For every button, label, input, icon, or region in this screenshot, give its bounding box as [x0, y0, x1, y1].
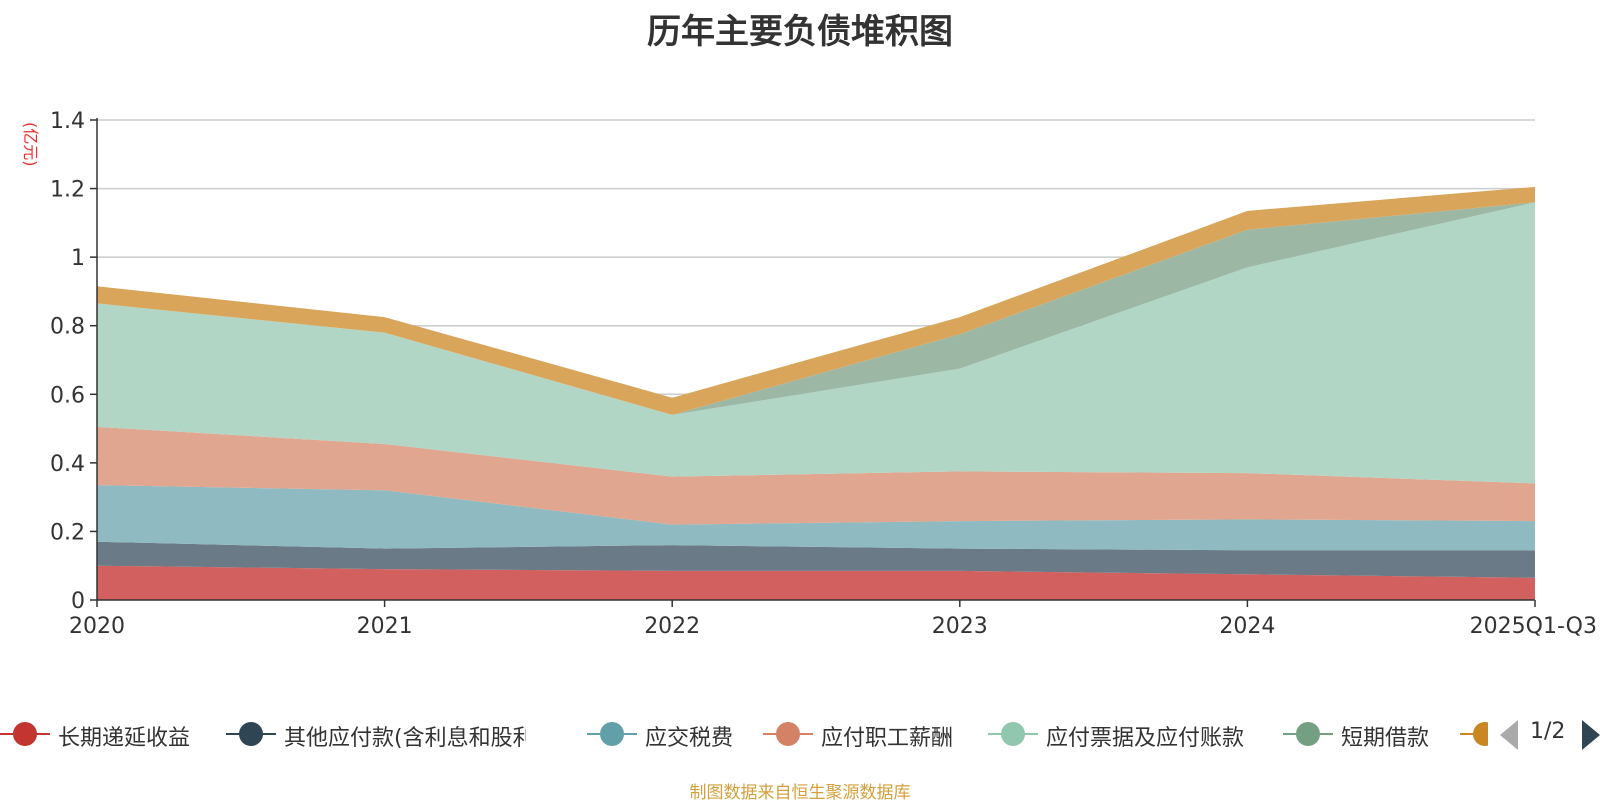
legend-item-1[interactable]: 其他应付款(含利息和股利) — [226, 716, 526, 752]
legend-item-4[interactable]: 应付票据及应付账款 — [988, 716, 1288, 752]
legend-prev-page-button[interactable] — [1500, 720, 1518, 750]
legend-dot-icon — [600, 722, 624, 746]
y-tick-label: 0.6 — [50, 383, 85, 408]
y-tick-label: 0.4 — [50, 452, 85, 477]
y-tick-label: 1.4 — [50, 109, 85, 134]
legend-label: 应付票据及应付账款 — [1046, 726, 1245, 751]
x-tick-label: 2021 — [357, 614, 413, 639]
x-tick-label: 2022 — [644, 614, 700, 639]
legend-dot-icon — [1296, 722, 1320, 746]
x-tick-label: 2024 — [1219, 614, 1275, 639]
legend-item-0[interactable]: 长期递延收益 — [0, 716, 300, 752]
x-tick-label: 2025Q1-Q3 — [1470, 614, 1597, 639]
y-tick-label: 0.8 — [50, 315, 85, 340]
data-source-footer: 制图数据来自恒生聚源数据库 — [689, 783, 911, 803]
legend-next-page-button[interactable] — [1582, 720, 1600, 750]
legend-pager: 1/2 — [1500, 716, 1600, 756]
y-tick-label: 0.2 — [50, 520, 85, 545]
legend-label: 其他应付款(含利息和股利) — [284, 726, 526, 751]
legend-item-2[interactable]: 应交税费 — [587, 716, 887, 752]
y-tick-label: 0 — [71, 589, 85, 614]
legend: 长期递延收益 其他应付款(含利息和股利) 应交税费 应付职工薪酬 应付票据及应付账款 短期… — [0, 716, 1600, 756]
legend-label: 短期借款 — [1341, 726, 1430, 751]
area-series — [97, 186, 1535, 600]
stacked-area-chart: 0 0.2 0.4 0.6 0.8 1 1.2 1.4 2020 2021 2022 2023 2024… — [50, 109, 1597, 639]
x-tick-label: 2023 — [932, 614, 988, 639]
area-series-0 — [97, 565, 1535, 600]
legend-label: 长期递延收益 — [58, 726, 191, 751]
legend-item-6[interactable] — [1460, 716, 1488, 752]
legend-item-3[interactable]: 应付职工薪酬 — [763, 716, 1063, 752]
y-tick-label: 1.2 — [50, 178, 85, 203]
area-series-4 — [97, 202, 1535, 484]
area-series-5 — [97, 202, 1535, 415]
legend-label: 应交税费 — [645, 726, 734, 751]
axes: 0 0.2 0.4 0.6 0.8 1 1.2 1.4 2020 2021 2022 2023 2024… — [50, 109, 1597, 639]
chart-title: 历年主要负债堆积图 — [647, 12, 953, 52]
area-series-1 — [97, 541, 1535, 578]
area-series-3 — [97, 426, 1535, 525]
area-series-2 — [97, 485, 1535, 551]
legend-item-5[interactable]: 短期借款 — [1283, 716, 1583, 752]
y-tick-label: 1 — [71, 246, 85, 271]
legend-dot-icon — [239, 722, 263, 746]
x-tick-label: 2020 — [69, 614, 125, 639]
legend-dot-icon — [13, 722, 37, 746]
legend-page-indicator: 1/2 — [1530, 719, 1566, 744]
legend-dot-icon — [776, 722, 800, 746]
legend-label: 应付职工薪酬 — [821, 726, 954, 751]
legend-dot-icon — [1473, 722, 1488, 746]
legend-dot-icon — [1001, 722, 1025, 746]
area-series-6 — [97, 186, 1535, 415]
